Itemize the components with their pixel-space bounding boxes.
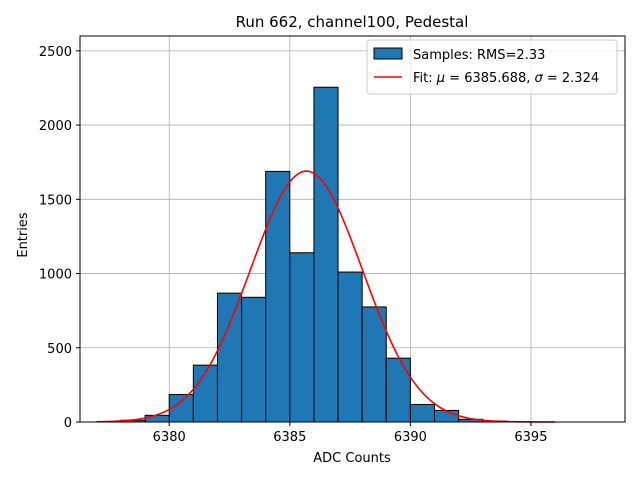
histogram-bar xyxy=(409,403,435,423)
histogram-bar xyxy=(289,252,315,423)
histogram-bar xyxy=(144,414,170,423)
legend-box xyxy=(366,39,618,95)
legend-fit-prefix: Fit: xyxy=(413,71,437,86)
histogram-bars xyxy=(96,86,532,423)
legend-sigma-symbol: σ xyxy=(535,71,544,86)
x-tick-label: 6395 xyxy=(514,430,547,445)
y-tick-label: 500 xyxy=(47,342,72,357)
axes-frame xyxy=(79,35,626,423)
chart-title: Run 662, channel100, Pedestal xyxy=(236,13,469,31)
histogram-bar xyxy=(337,271,363,423)
y-tick-label: 1000 xyxy=(39,268,72,283)
legend-mu-symbol: μ xyxy=(436,71,445,86)
fit-curve xyxy=(96,170,556,423)
legend-fit-label: Fit: μ = 6385.688, σ = 2.324 xyxy=(413,71,599,86)
legend-histogram-label: Samples: RMS=2.33 xyxy=(413,48,545,63)
y-axis-label: Entries xyxy=(16,212,31,258)
histogram-bar xyxy=(192,364,218,423)
y-tick-label: 2000 xyxy=(39,119,72,134)
legend: Samples: RMS=2.33 Fit: μ = 6385.688, σ =… xyxy=(366,39,618,95)
histogram-bar xyxy=(216,292,243,423)
histogram-bar xyxy=(241,296,267,423)
x-axis-ticks: 6380 6385 6390 6395 xyxy=(153,422,547,445)
legend-sigma-value: = 2.324 xyxy=(543,71,599,86)
x-axis-label: ADC Counts xyxy=(313,451,391,466)
x-tick-label: 6390 xyxy=(394,430,427,445)
histogram-bar xyxy=(313,86,339,423)
x-tick-label: 6385 xyxy=(273,430,306,445)
histogram-bar xyxy=(385,357,411,423)
y-tick-label: 2500 xyxy=(39,45,72,60)
y-axis-ticks: 0 500 1000 1500 2000 2500 xyxy=(39,45,80,431)
y-tick-label: 0 xyxy=(64,416,72,431)
y-tick-label: 1500 xyxy=(39,193,72,208)
histogram-bar xyxy=(168,394,194,423)
x-tick-label: 6380 xyxy=(153,430,186,445)
legend-mu-value: = 6385.688, xyxy=(445,71,534,86)
legend-histogram-swatch xyxy=(373,47,403,60)
histogram-bar xyxy=(265,170,291,423)
histogram-bar xyxy=(433,409,460,423)
